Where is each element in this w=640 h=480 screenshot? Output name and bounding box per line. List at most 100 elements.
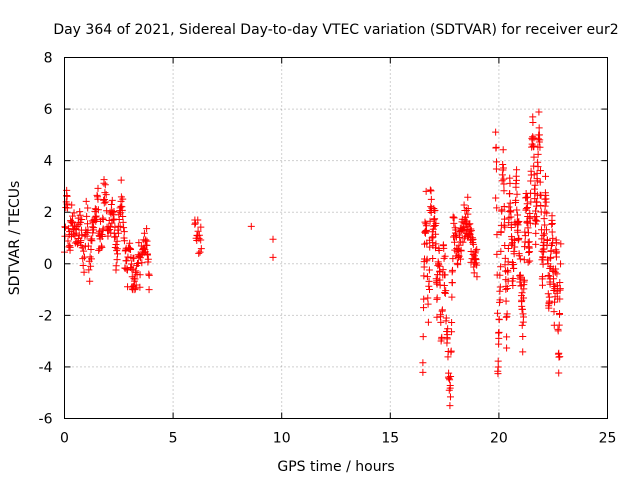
data-point: [438, 306, 446, 314]
data-point: [442, 314, 450, 322]
data-point: [131, 285, 139, 293]
data-point: [428, 234, 436, 242]
data-point: [501, 261, 509, 269]
data-point: [440, 244, 448, 252]
data-point: [424, 318, 432, 326]
data-point: [449, 213, 457, 221]
data-point: [145, 286, 153, 294]
data-point: [423, 239, 431, 247]
data-point: [509, 281, 517, 289]
data-point: [64, 204, 72, 212]
data-point: [467, 225, 475, 233]
data-point: [194, 216, 202, 224]
data-point: [521, 232, 529, 240]
data-point: [514, 228, 522, 236]
data-point: [500, 187, 508, 195]
data-point: [424, 300, 432, 308]
data-point: [499, 164, 507, 172]
data-point: [463, 225, 471, 233]
data-point: [492, 143, 500, 151]
data-point: [137, 251, 145, 259]
data-point: [441, 252, 449, 260]
y-tick-label: 6: [44, 102, 53, 118]
x-tick-label: 15: [381, 431, 399, 447]
data-point: [436, 267, 444, 275]
y-tick-label: 8: [44, 51, 53, 67]
data-point: [79, 255, 87, 263]
data-point: [509, 275, 517, 283]
data-point: [435, 247, 443, 255]
data-point: [87, 255, 95, 263]
data-point: [556, 285, 564, 293]
data-point: [84, 242, 92, 250]
data-point: [448, 328, 456, 336]
data-point: [532, 229, 540, 237]
data-point: [80, 268, 88, 276]
data-point: [497, 228, 505, 236]
data-point: [197, 223, 205, 231]
data-point: [98, 243, 106, 251]
data-point: [549, 234, 557, 242]
data-point: [140, 229, 148, 237]
data-point: [108, 196, 116, 204]
data-point: [419, 359, 427, 367]
data-point: [556, 310, 564, 318]
data-point: [550, 308, 558, 316]
data-point: [519, 310, 527, 318]
data-point: [543, 236, 551, 244]
data-point: [112, 266, 120, 274]
data-point: [512, 176, 520, 184]
data-point: [514, 219, 522, 227]
data-point: [519, 348, 527, 356]
data-point: [448, 279, 456, 287]
data-point: [530, 134, 538, 142]
data-point: [77, 237, 85, 245]
data-point: [421, 229, 429, 237]
data-point: [503, 285, 511, 293]
data-point: [113, 247, 121, 255]
data-point: [499, 146, 507, 154]
data-point: [515, 217, 523, 225]
data-point: [143, 251, 151, 259]
data-point: [64, 225, 72, 233]
data-point: [539, 273, 547, 281]
data-point: [83, 232, 91, 240]
data-point: [536, 178, 544, 186]
data-point: [456, 234, 464, 242]
data-point: [518, 321, 526, 329]
data-point: [515, 234, 523, 242]
data-point: [427, 187, 435, 195]
data-point: [496, 283, 504, 291]
data-point: [143, 225, 151, 233]
data-point: [542, 172, 550, 180]
data-point: [527, 177, 535, 185]
data-point: [492, 165, 500, 173]
data-point: [519, 332, 527, 340]
data-point: [83, 212, 91, 220]
data-point: [531, 181, 539, 189]
data-point: [89, 226, 97, 234]
data-point: [532, 240, 540, 248]
data-point: [134, 260, 142, 268]
data-point: [87, 236, 95, 244]
data-point: [107, 200, 115, 208]
data-point: [439, 266, 447, 274]
data-point: [446, 384, 454, 392]
data-point: [437, 318, 445, 326]
data-point: [494, 357, 502, 365]
data-point: [144, 255, 152, 263]
data-point: [143, 241, 151, 249]
data-point: [525, 238, 533, 246]
data-point: [138, 259, 146, 267]
data-point: [493, 158, 501, 166]
data-point: [91, 205, 99, 213]
x-tick-label: 25: [599, 431, 617, 447]
y-axis-label: SDTVAR / TECUs: [7, 181, 23, 296]
data-point: [195, 231, 203, 239]
data-point: [553, 248, 561, 256]
data-point: [500, 180, 508, 188]
data-point: [429, 255, 437, 263]
data-point: [507, 224, 515, 232]
data-point: [538, 281, 546, 289]
data-point: [79, 262, 87, 270]
